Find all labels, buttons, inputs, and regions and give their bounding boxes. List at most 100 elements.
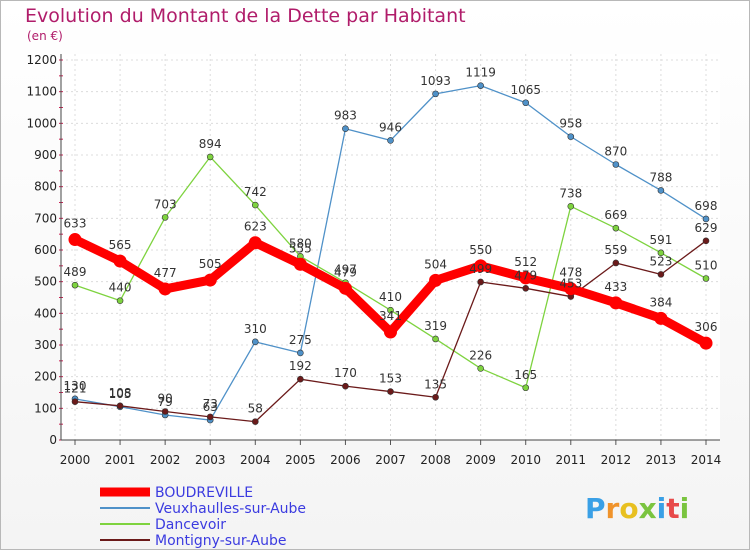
- x-tick-label: 2002: [150, 453, 181, 467]
- data-point: [474, 259, 488, 273]
- data-label: 479: [334, 265, 357, 279]
- data-label: 504: [424, 257, 447, 271]
- data-point: [384, 325, 397, 339]
- data-label: 63: [203, 400, 218, 414]
- data-point: [429, 273, 443, 287]
- data-label: 1119: [465, 66, 496, 80]
- data-point: [609, 296, 623, 310]
- data-label: 870: [604, 145, 627, 159]
- data-label: 440: [109, 281, 132, 295]
- data-point: [657, 249, 665, 257]
- data-label: 742: [244, 185, 267, 199]
- y-tick-label: 700: [34, 211, 57, 225]
- data-label: 565: [109, 238, 132, 252]
- data-point: [522, 285, 530, 292]
- y-tick-label: 300: [34, 338, 57, 352]
- data-label: 497: [334, 263, 357, 277]
- x-tick-label: 2012: [601, 453, 632, 467]
- data-label: 226: [469, 348, 492, 362]
- data-label: 79: [158, 395, 173, 409]
- series-lines: [68, 82, 713, 425]
- data-point: [432, 90, 439, 98]
- data-point: [699, 336, 713, 350]
- data-label: 505: [199, 257, 222, 271]
- legend-label: Veuxhaulles-sur-Aube: [155, 501, 306, 517]
- data-point: [116, 297, 124, 304]
- data-point: [297, 349, 304, 357]
- data-point: [71, 398, 79, 405]
- data-label: 306: [695, 320, 718, 334]
- data-point: [567, 133, 575, 140]
- chart-unit: (en €): [27, 29, 63, 43]
- data-point: [657, 271, 665, 278]
- data-label: 478: [559, 266, 582, 280]
- data-point: [206, 413, 214, 421]
- y-tick-label: 900: [34, 148, 57, 162]
- x-tick-label: 2005: [285, 453, 316, 467]
- data-label: 275: [289, 333, 312, 347]
- data-point: [251, 418, 259, 425]
- data-label: 135: [424, 377, 447, 391]
- data-point: [158, 282, 172, 296]
- data-label: 629: [695, 221, 718, 235]
- data-point: [251, 201, 259, 209]
- x-tick-label: 2000: [60, 453, 91, 467]
- data-label: 698: [695, 199, 718, 213]
- data-label: 433: [604, 280, 627, 294]
- data-label: 121: [64, 382, 87, 396]
- data-point: [297, 375, 304, 383]
- data-label: 703: [154, 197, 177, 211]
- data-label: 170: [334, 366, 357, 380]
- data-label: 165: [514, 368, 537, 382]
- y-tick-label: 800: [34, 180, 57, 194]
- y-tick-label: 200: [34, 370, 57, 384]
- data-label: 499: [469, 262, 492, 276]
- data-point: [387, 306, 394, 314]
- legend: BOUDREVILLEVeuxhaulles-sur-AubeDancevoir…: [100, 485, 306, 549]
- data-point: [432, 335, 439, 343]
- x-tick-label: 2006: [330, 453, 361, 467]
- data-label: 319: [424, 319, 447, 333]
- data-point: [564, 282, 578, 296]
- data-label: 153: [379, 372, 402, 386]
- x-tick-label: 2008: [420, 453, 451, 467]
- data-label: 983: [334, 109, 357, 123]
- y-tick-label: 600: [34, 243, 57, 257]
- data-label: 591: [649, 233, 672, 247]
- data-point: [612, 259, 620, 267]
- data-label: 580: [289, 236, 312, 250]
- data-label: 550: [469, 243, 492, 257]
- data-label: 105: [109, 387, 132, 401]
- data-point: [702, 215, 710, 223]
- data-point: [387, 388, 394, 395]
- legend-label: BOUDREVILLE: [155, 485, 253, 501]
- legend-label: Montigny-sur-Aube: [155, 533, 286, 549]
- data-label: 633: [64, 217, 87, 231]
- x-tick-label: 2014: [691, 453, 722, 467]
- data-label: 477: [154, 266, 177, 280]
- data-point: [206, 153, 214, 161]
- data-point: [161, 214, 169, 221]
- data-point: [612, 224, 620, 232]
- proxiti-logo: Proxiti: [585, 492, 689, 525]
- legend-label: Dancevoir: [155, 517, 226, 533]
- data-label: 894: [199, 137, 222, 151]
- data-label: 410: [379, 290, 402, 304]
- data-label: 384: [649, 295, 672, 309]
- chart-title: Evolution du Montant de la Dette par Hab…: [25, 5, 466, 27]
- data-labels: 130 105 79 63 310 275 983 946 1093 1119 1065 958 870…: [64, 66, 718, 416]
- x-tick-label: 2001: [105, 453, 136, 467]
- y-tick-label: 0: [49, 433, 57, 447]
- data-label: 958: [559, 117, 582, 131]
- y-tick-label: 500: [34, 275, 57, 289]
- data-point: [203, 273, 217, 287]
- y-tick-label: 100: [34, 401, 57, 415]
- data-point: [477, 365, 484, 372]
- data-label: 559: [604, 243, 627, 257]
- data-point: [432, 393, 439, 401]
- data-label: 510: [695, 259, 718, 273]
- y-tick-label: 1000: [26, 116, 57, 130]
- data-point: [654, 311, 668, 325]
- data-point: [519, 271, 533, 285]
